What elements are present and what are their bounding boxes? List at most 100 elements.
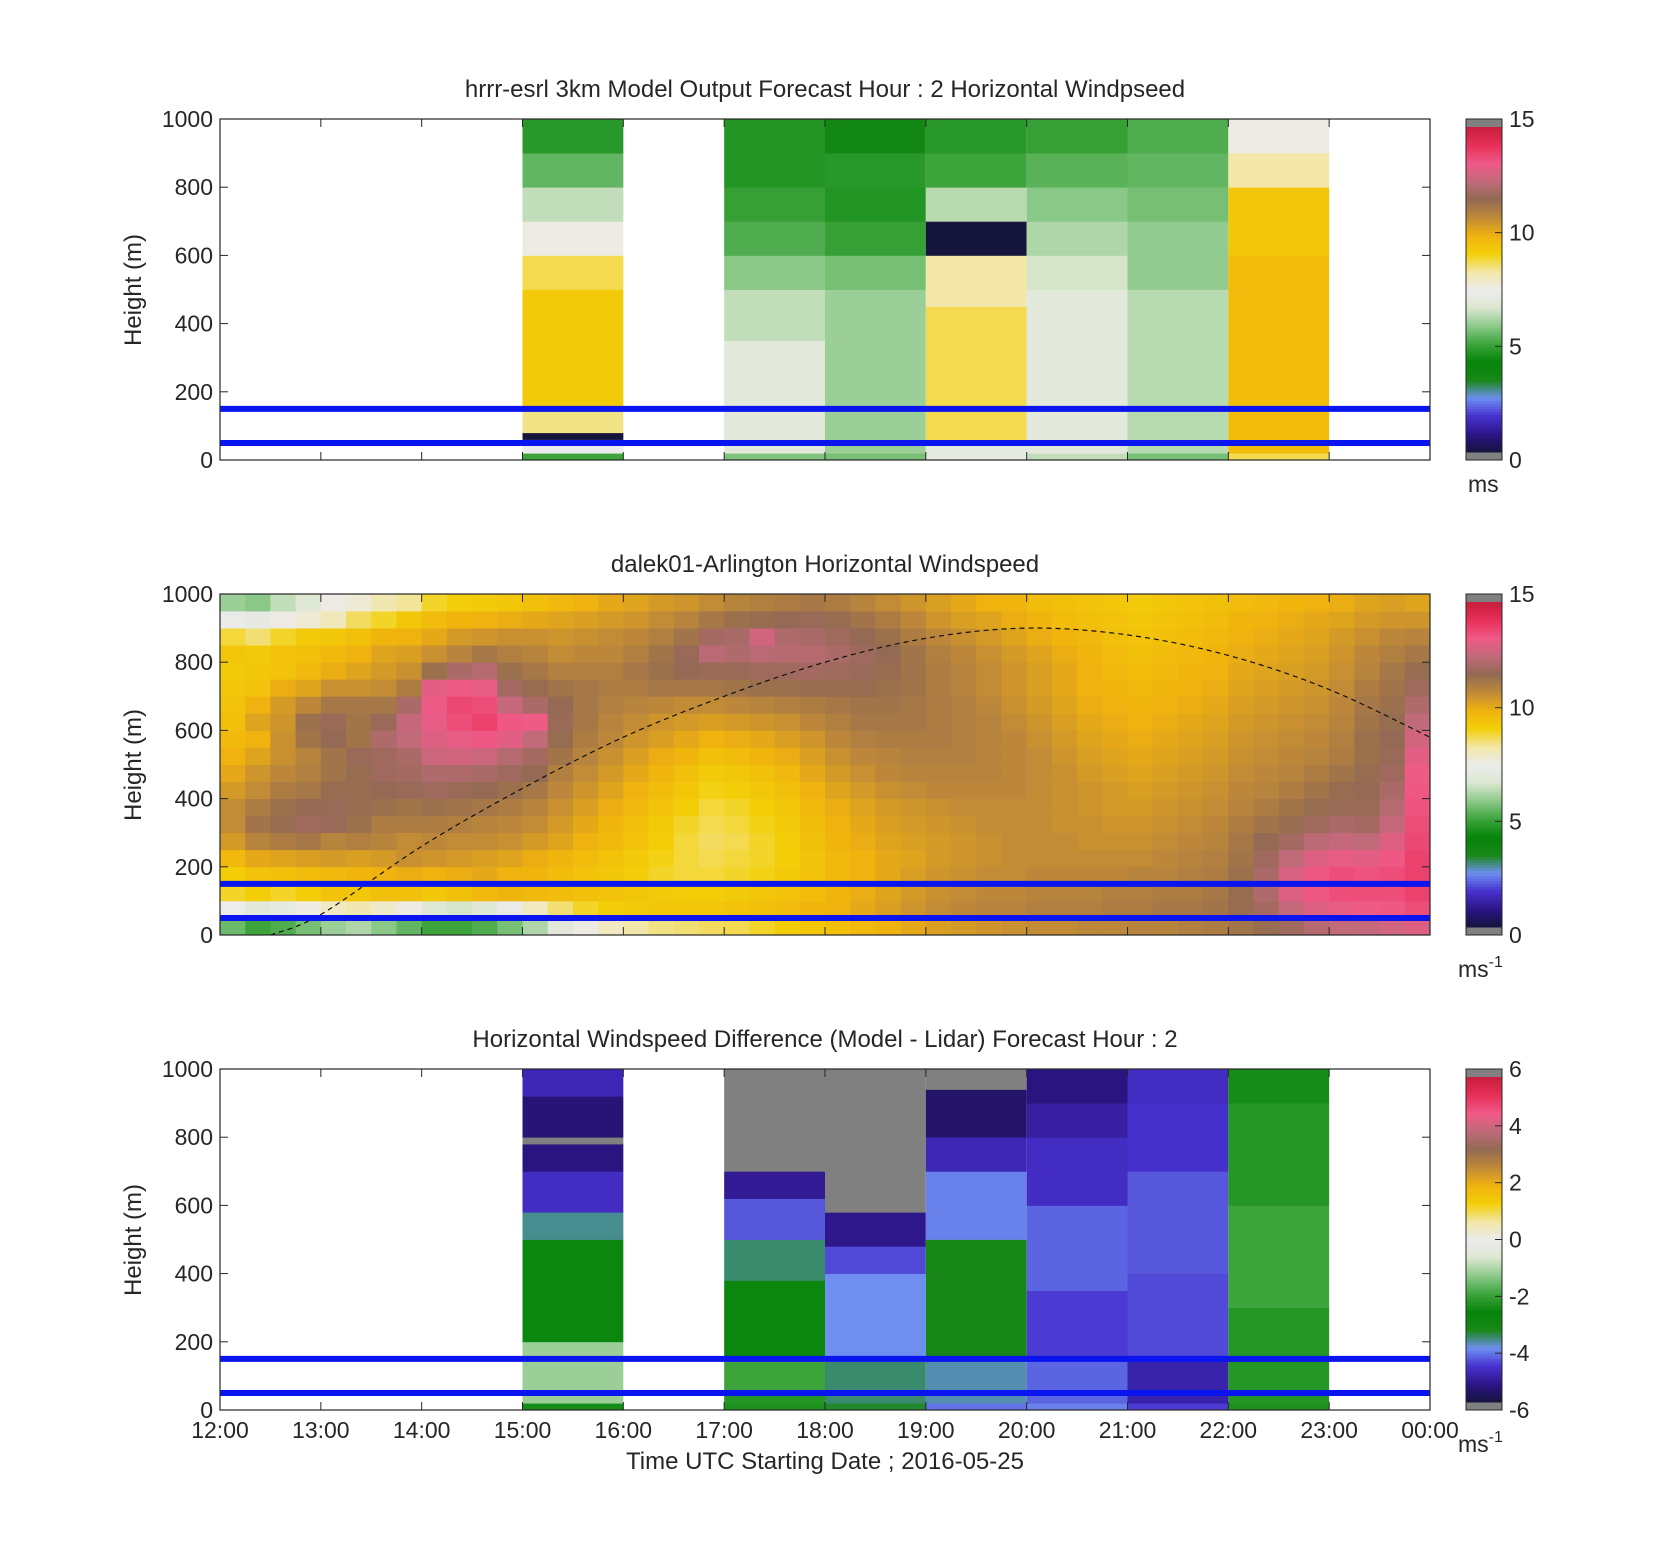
lidar-cell-12-4	[522, 849, 549, 868]
model-colorbar-band	[1466, 324, 1502, 328]
x-tick-label: 23:00	[1300, 1417, 1358, 1443]
lidar-cell-35-10	[1102, 747, 1128, 765]
difference-colorbar-band	[1466, 1112, 1502, 1116]
lidar-cell-41-1	[1253, 900, 1280, 919]
model-colorbar-band	[1466, 224, 1502, 228]
lidar-cell-6-18	[371, 611, 397, 629]
model-colorbar-band	[1466, 346, 1502, 350]
model-colorbar-band	[1466, 200, 1502, 204]
lidar-cell-32-12	[1026, 713, 1053, 731]
lidar-cell-25-4	[850, 849, 876, 868]
difference-colorbar-band	[1466, 1242, 1502, 1246]
lidar-cell-37-17	[1152, 628, 1179, 646]
lidar-colorbar-band	[1466, 902, 1502, 906]
lidar-colorbar-band	[1466, 680, 1502, 684]
lidar-cell-26-12	[875, 713, 902, 731]
lidar-cell-35-16	[1102, 645, 1128, 663]
lidar-cell-36-13	[1127, 696, 1154, 714]
lidar-cell-30-3	[976, 866, 1002, 885]
model-colorbar-band	[1466, 219, 1502, 223]
difference-colorbar-band	[1466, 1236, 1502, 1240]
lidar-cell-21-4	[749, 849, 775, 868]
lidar-cell-22-13	[774, 696, 801, 714]
model-cell-6-0	[1228, 453, 1330, 460]
lidar-colorbar-band	[1466, 875, 1502, 879]
model-colorbar-band	[1466, 240, 1502, 244]
lidar-cell-2-14	[270, 679, 297, 697]
lidar-cell-2-10	[270, 747, 297, 765]
lidar-cell-8-18	[421, 611, 448, 629]
lidar-cell-35-9	[1102, 764, 1128, 782]
lidar-cell-33-18	[1051, 611, 1078, 629]
lidar-colorbar-band	[1466, 805, 1502, 809]
lidar-cell-23-8	[799, 781, 826, 799]
lidar-cell-38-14	[1177, 679, 1204, 697]
model-colorbar-band	[1466, 289, 1502, 293]
lidar-colorbar-band	[1466, 677, 1502, 682]
lidar-cell-46-18	[1379, 611, 1406, 629]
model-cell-5-0	[1127, 453, 1229, 460]
difference-colorbar-band	[1466, 1188, 1502, 1192]
lidar-cell-7-12	[396, 713, 423, 731]
lidar-cell-18-8	[673, 781, 700, 799]
lidar-cell-33-0	[1051, 917, 1078, 935]
lidar-cell-36-18	[1127, 611, 1154, 629]
lidar-cell-25-6	[850, 815, 876, 834]
lidar-cell-13-0	[547, 917, 574, 935]
lidar-cell-44-14	[1329, 679, 1355, 697]
lidar-cell-10-15	[472, 662, 498, 680]
lidar-colorbar-band	[1466, 656, 1502, 660]
model-colorbar-band	[1466, 365, 1502, 369]
lidar-colorbar-band	[1466, 623, 1502, 627]
lidar-cell-1-11	[245, 730, 271, 748]
lidar-cell-20-2	[724, 883, 750, 902]
lidar-cell-15-18	[598, 611, 624, 629]
model-colorbar-band	[1466, 178, 1502, 182]
lidar-cell-30-18	[976, 611, 1002, 629]
lidar-cell-42-16	[1278, 645, 1305, 663]
difference-colorbar-band	[1466, 1117, 1502, 1121]
lidar-cell-14-10	[572, 747, 599, 765]
model-colorbar-band	[1466, 181, 1502, 185]
lidar-cell-12-3	[522, 866, 549, 885]
lidar-heatmap	[220, 594, 1430, 935]
lidar-cell-19-3	[698, 866, 725, 885]
lidar-cell-10-8	[472, 781, 498, 799]
difference-colorbar-band	[1466, 1212, 1502, 1216]
lidar-colorbar-band	[1466, 667, 1502, 671]
lidar-cell-20-12	[724, 713, 750, 731]
lidar-cell-15-6	[598, 815, 624, 834]
lidar-colorbar-band	[1466, 669, 1502, 673]
lidar-cell-6-13	[371, 696, 397, 714]
lidar-colorbar-band	[1466, 618, 1502, 622]
lidar-cell-35-5	[1102, 832, 1128, 851]
difference-cell-0-4	[522, 1171, 624, 1213]
difference-colorbar-tick-label: 4	[1509, 1113, 1522, 1139]
model-colorbar-band	[1466, 327, 1502, 331]
model-cell-0-3	[522, 408, 624, 434]
lidar-cell-6-4	[371, 849, 397, 868]
lidar-cell-22-3	[774, 866, 801, 885]
lidar-cell-24-14	[825, 679, 851, 697]
difference-colorbar-band	[1466, 1158, 1502, 1162]
model-y-tick-label: 200	[175, 379, 213, 405]
model-colorbar-band	[1466, 305, 1502, 309]
lidar-colorbar-band	[1466, 710, 1502, 714]
lidar-cell-3-11	[295, 730, 322, 748]
model-colorbar-band	[1466, 284, 1502, 288]
lidar-colorbar: 0 5 10 15	[1465, 581, 1535, 948]
lidar-cell-31-14	[1001, 679, 1028, 697]
lidar-cell-40-16	[1228, 645, 1254, 663]
lidar-cell-47-1	[1404, 900, 1430, 919]
model-colorbar-band	[1466, 368, 1502, 372]
lidar-cell-23-1	[799, 900, 826, 919]
difference-colorbar-band	[1466, 1282, 1502, 1287]
lidar-cell-17-16	[648, 645, 675, 663]
lidar-cell-0-4	[220, 849, 246, 868]
difference-cell-5-1	[1127, 1358, 1229, 1404]
lidar-cell-40-12	[1228, 713, 1254, 731]
lidar-colorbar-band	[1466, 872, 1502, 877]
lidar-cell-16-17	[623, 628, 649, 646]
lidar-colorbar-band	[1466, 648, 1502, 652]
model-colorbar-band	[1466, 275, 1502, 280]
